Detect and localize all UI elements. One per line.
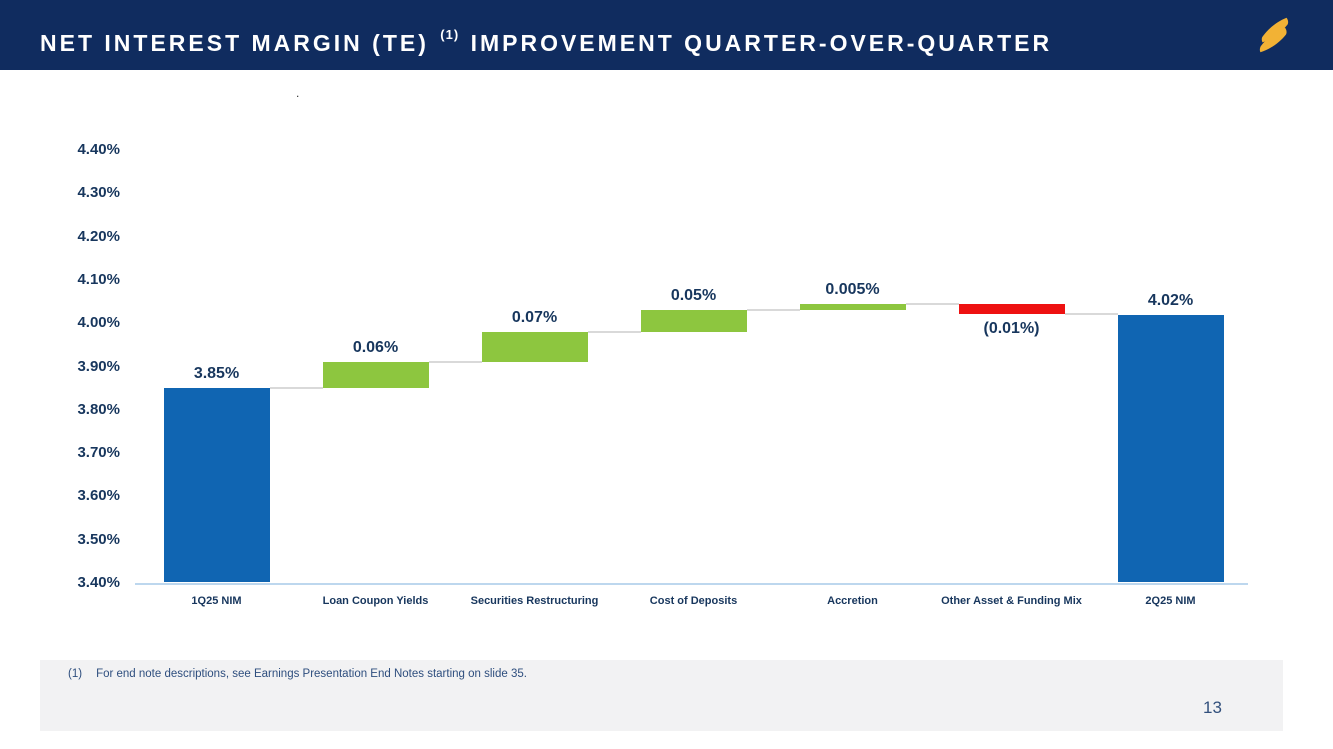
connector-line — [269, 387, 323, 390]
bar-loan-coupon-yields — [322, 362, 429, 389]
footnote-strip: (1) For end note descriptions, see Earnin… — [40, 660, 1283, 731]
connector-line — [905, 303, 959, 306]
bar-other-asset-funding-mix — [958, 304, 1065, 315]
bar-accretion — [799, 304, 906, 311]
footnote-marker: (1) — [68, 668, 83, 680]
title-main: NET INTEREST MARGIN (TE) — [40, 30, 429, 56]
connector-line — [1064, 313, 1118, 316]
y-axis-tick-label: 3.60% — [77, 487, 120, 505]
y-axis-tick-label: 3.90% — [77, 357, 120, 375]
y-axis-tick-label: 4.20% — [77, 227, 120, 245]
title-bar: NET INTEREST MARGIN (TE) (1) IMPROVEMENT… — [0, 0, 1333, 70]
bar-value-label-other-asset-funding-mix: (0.01%) — [983, 320, 1040, 338]
y-axis-tick-label: 4.40% — [77, 141, 120, 158]
connector-line — [587, 330, 641, 333]
y-axis-tick-label: 4.00% — [77, 314, 120, 332]
x-axis-category-label: Cost of Deposits — [649, 595, 738, 607]
bar-securities-restructuring — [481, 331, 588, 363]
x-axis-category-label: Loan Coupon Yields — [322, 595, 429, 607]
bar-2q25-nim — [1117, 314, 1224, 582]
page-number: 13 — [1203, 698, 1222, 717]
footnote-text: For end note descriptions, see Earnings … — [96, 668, 527, 680]
bar-value-label-1q25-nim: 3.85% — [193, 365, 240, 383]
bar-value-label-cost-of-deposits: 0.05% — [670, 287, 717, 305]
x-axis-category-label: 1Q25 NIM — [191, 595, 242, 607]
bar-1q25-nim — [163, 388, 270, 582]
y-axis-tick-label: 3.80% — [77, 400, 120, 418]
x-axis-category-label: Accretion — [827, 595, 878, 607]
bar-value-label-accretion: 0.005% — [825, 281, 880, 299]
x-axis-category-label: 2Q25 NIM — [1145, 595, 1196, 607]
y-axis-tick-label: 3.70% — [77, 444, 120, 462]
title-endnote-marker: (1) — [440, 27, 460, 42]
bar-value-label-2q25-nim: 4.02% — [1147, 291, 1194, 309]
bar-value-label-loan-coupon-yields: 0.06% — [352, 339, 399, 357]
x-axis-line — [135, 583, 1248, 585]
x-axis-category-label: Other Asset & Funding Mix — [941, 595, 1082, 607]
x-axis-category-label: Securities Restructuring — [470, 595, 599, 607]
connector-line — [746, 309, 800, 312]
slide-title: NET INTEREST MARGIN (TE) (1) IMPROVEMENT… — [40, 0, 1052, 70]
y-axis-tick-label: 3.40% — [77, 574, 120, 591]
y-axis-tick-label: 3.50% — [77, 530, 120, 548]
footnote: (1) For end note descriptions, see Earnin… — [68, 668, 527, 680]
title-tail: IMPROVEMENT QUARTER-OVER-QUARTER — [470, 30, 1053, 56]
bar-value-label-securities-restructuring: 0.07% — [511, 308, 558, 326]
stellar-s-logo-icon — [1253, 12, 1295, 58]
stray-dot: . — [296, 86, 300, 100]
y-axis-tick-label: 4.10% — [77, 270, 120, 288]
connector-line — [428, 361, 482, 364]
bar-cost-of-deposits — [640, 310, 747, 332]
y-axis-tick-label: 4.30% — [77, 184, 120, 202]
